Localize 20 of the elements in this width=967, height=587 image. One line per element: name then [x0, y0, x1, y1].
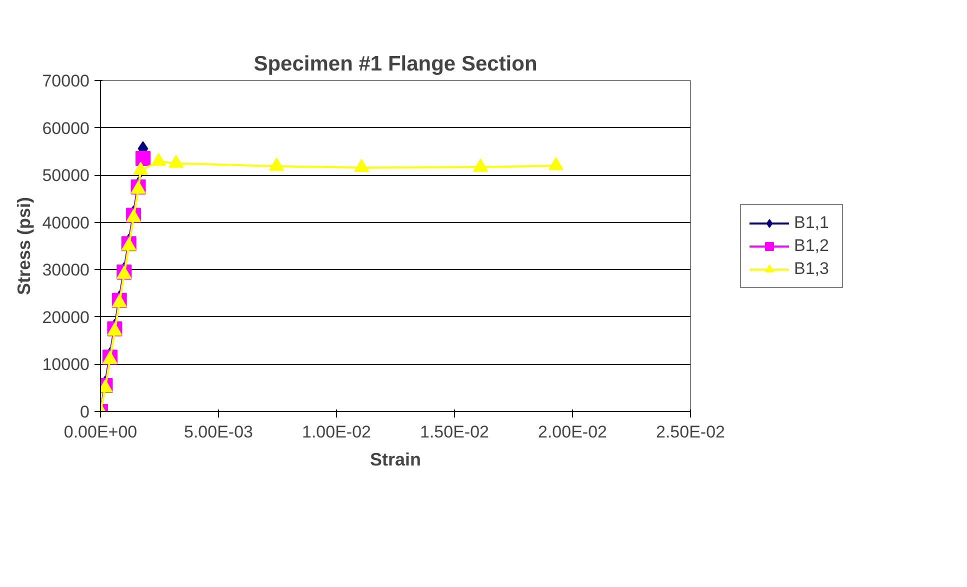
y-tick-label: 40000 [42, 213, 90, 232]
x-tick-label: 2.00E-02 [538, 422, 607, 442]
x-axis-title: Strain [370, 450, 422, 470]
y-tick-label: 0 [80, 402, 90, 422]
legend-label: B1,1 [794, 212, 830, 232]
x-tick-label: 2.50E-02 [656, 422, 725, 442]
x-tick-label: 1.50E-02 [420, 422, 489, 442]
y-tick-label: 60000 [42, 118, 90, 138]
y-axis-title: Stress (psi) [14, 196, 34, 296]
legend-label: B1,3 [794, 258, 830, 278]
y-tick-label: 50000 [42, 166, 90, 186]
chart-title: Specimen #1 Flange Section [254, 52, 538, 76]
y-tick-label: 10000 [42, 355, 90, 374]
x-tick-label: 0.00E+00 [64, 422, 138, 442]
y-tick-label: 70000 [42, 72, 90, 90]
x-tick-label: 1.00E-02 [302, 422, 371, 442]
y-tick-label: 20000 [42, 308, 90, 327]
legend-label: B1,2 [794, 236, 830, 256]
y-tick-label: 30000 [42, 260, 90, 280]
x-tick-label: 5.00E-03 [184, 422, 253, 442]
